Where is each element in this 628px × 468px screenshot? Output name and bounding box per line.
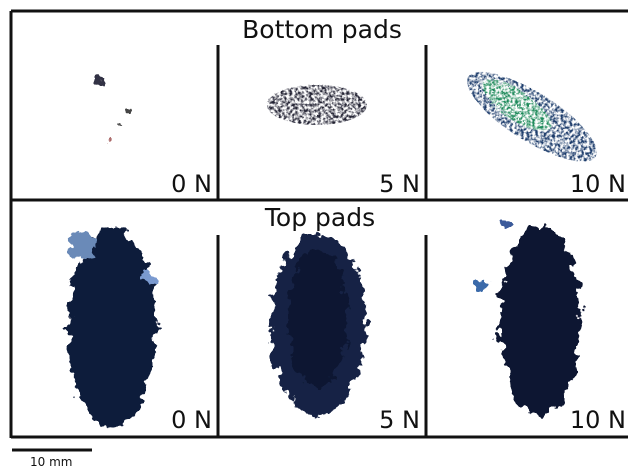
imprint	[68, 228, 156, 428]
panel-title: Bottom pads	[242, 15, 402, 44]
imprint	[460, 65, 590, 155]
imprint	[270, 235, 366, 415]
cell-label: 10 N	[570, 170, 626, 198]
imprint	[95, 75, 130, 142]
cell-label: 5 N	[379, 406, 420, 434]
panel-title: Top pads	[264, 203, 375, 232]
imprint	[474, 219, 580, 415]
cell-label: 5 N	[379, 170, 420, 198]
cell-label: 10 N	[570, 406, 626, 434]
frame	[9, 9, 628, 439]
cell-label: 0 N	[171, 170, 212, 198]
scale-label: 10 mm	[30, 455, 72, 468]
imprint	[260, 78, 360, 118]
cell-label: 0 N	[171, 406, 212, 434]
